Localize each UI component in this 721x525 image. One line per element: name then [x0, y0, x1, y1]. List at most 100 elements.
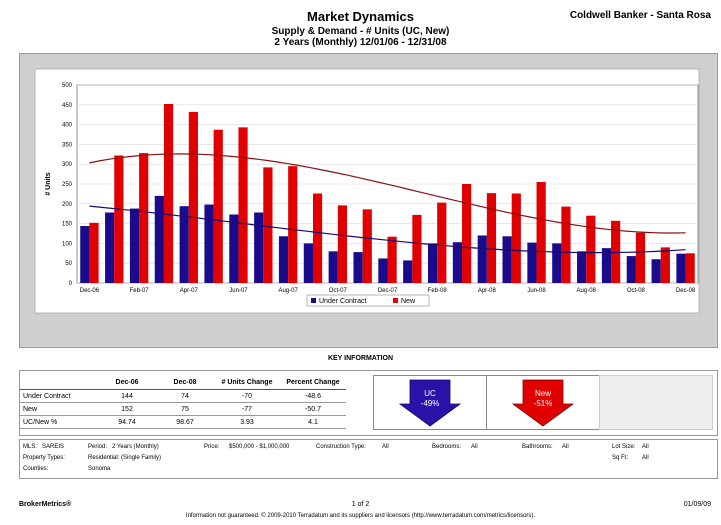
x-tick-label: Dec-08	[676, 288, 696, 294]
y-tick-label: 50	[65, 261, 72, 267]
bar-new	[462, 184, 472, 283]
counties-value: Sonoma	[88, 466, 111, 472]
bar-under-contract	[477, 235, 487, 283]
bar-under-contract	[328, 251, 338, 283]
bedrooms-value: All	[471, 444, 478, 450]
x-tick-label: Aug-07	[278, 288, 298, 294]
table-header: Dec-08	[156, 376, 214, 390]
y-tick-label: 450	[62, 103, 73, 109]
construction-value: All	[382, 444, 389, 450]
table-cell: 94.74	[98, 415, 156, 429]
bar-under-contract	[278, 236, 289, 283]
table-cell: -48.6	[280, 389, 346, 403]
x-tick-label: Oct-08	[627, 288, 646, 294]
new-arrow-label: New	[535, 389, 551, 398]
bar-new	[114, 155, 124, 283]
bar-under-contract	[676, 253, 686, 283]
trend-line	[89, 153, 686, 234]
y-tick-label: 400	[62, 123, 73, 129]
bar-under-contract	[254, 212, 264, 283]
bar-new	[536, 182, 546, 283]
bar-under-contract	[204, 204, 214, 283]
table-cell: 152	[98, 402, 156, 416]
report-date: 01/09/09	[683, 501, 711, 508]
bar-under-contract	[403, 260, 413, 283]
y-tick-label: 350	[62, 142, 73, 148]
sqft-label: Sq Ft:	[612, 455, 629, 461]
bar-new	[412, 214, 422, 283]
table-header: Dec-06	[98, 376, 156, 390]
bar-under-contract	[502, 236, 512, 283]
table-cell: -50.7	[280, 402, 346, 416]
bathrooms-value: All	[562, 444, 569, 450]
y-tick-label: 300	[62, 162, 73, 168]
bar-under-contract	[552, 243, 562, 283]
table-cell: 4.1	[280, 415, 346, 429]
bar-under-contract	[577, 251, 587, 283]
table-cell: 144	[98, 389, 156, 403]
table-cell: 98.67	[156, 415, 214, 429]
x-tick-label: Feb-08	[428, 288, 448, 294]
bar-under-contract	[303, 243, 313, 283]
key-information-table: Dec-06 Dec-08 # Units Change Percent Cha…	[20, 376, 346, 429]
y-tick-label: 250	[62, 182, 73, 188]
legend-swatch-new	[393, 298, 398, 303]
table-header: # Units Change	[214, 376, 280, 390]
table-header	[20, 376, 98, 390]
y-axis-label: # Units	[45, 172, 52, 195]
table-cell: 3.93	[214, 415, 280, 429]
period-label: Period:	[88, 444, 108, 450]
x-tick-label: Apr-08	[478, 288, 497, 294]
mls-label: MLS:	[23, 444, 38, 450]
bar-under-contract	[80, 225, 90, 283]
bar-new	[188, 111, 198, 283]
table-row: Under Contract 144 74 -70 -48.6	[20, 389, 346, 403]
bar-new	[89, 222, 99, 283]
counties-label: Counties:	[23, 466, 49, 472]
property-types-value: Residential: (Single Family)	[88, 455, 162, 461]
date-range: 2 Years (Monthly) 12/01/06 - 12/31/08	[274, 37, 447, 48]
key-information-title: KEY INFORMATION	[327, 355, 394, 362]
down-arrow-icon: New -51%	[511, 379, 575, 427]
new-change-panel: New -51%	[486, 375, 600, 430]
table-cell: Under Contract	[20, 389, 98, 403]
bar-under-contract	[229, 214, 239, 283]
x-tick-label: Jun-07	[229, 288, 248, 294]
page-number: 1 of 2	[351, 501, 370, 508]
bar-new	[685, 253, 695, 283]
brand-name: BrokerMetrics®	[19, 501, 72, 508]
sqft-value: All	[642, 455, 649, 461]
chart-frame: 0 50 100 150 200 250 300 350 400 450 500 # Units Dec…	[19, 53, 718, 348]
x-tick-label: Feb-07	[130, 288, 150, 294]
y-tick-label: 200	[62, 202, 73, 208]
bar-new	[561, 206, 571, 283]
bar-new	[586, 215, 596, 283]
table-cell: UC/New %	[20, 415, 98, 429]
bar-new	[288, 166, 298, 283]
bar-under-contract	[105, 212, 115, 283]
y-tick-label: 100	[62, 241, 73, 247]
bar-new	[163, 104, 174, 283]
uc-arrow-value: -49%	[421, 399, 440, 408]
bathrooms-label: Bathrooms:	[522, 444, 553, 450]
uc-change-panel: UC -49%	[373, 375, 487, 430]
y-tick-label: 500	[62, 83, 73, 89]
empty-panel	[599, 375, 713, 430]
supply-demand-chart: 0 50 100 150 200 250 300 350 400 450 500 # Units Dec…	[34, 68, 700, 314]
bar-under-contract	[527, 242, 537, 283]
price-value: $500,000 - $1,000,000	[229, 444, 290, 450]
bar-new	[139, 153, 149, 283]
bar-new	[362, 209, 372, 283]
lot-size-value: All	[642, 444, 649, 450]
legend-label-under-contract: Under Contract	[319, 298, 367, 305]
chart-subtitle: Supply & Demand - # Units (UC, New)	[271, 26, 450, 37]
bar-new	[213, 129, 223, 283]
bar-under-contract	[179, 206, 189, 283]
bar-new	[337, 205, 348, 283]
bar-under-contract	[353, 252, 363, 283]
period-value: 2 Years (Monthly)	[112, 444, 159, 450]
page-title: Market Dynamics	[307, 9, 414, 24]
bar-under-contract	[129, 208, 140, 283]
x-tick-label: Apr-07	[180, 288, 199, 294]
bedrooms-label: Bedrooms:	[432, 444, 462, 450]
